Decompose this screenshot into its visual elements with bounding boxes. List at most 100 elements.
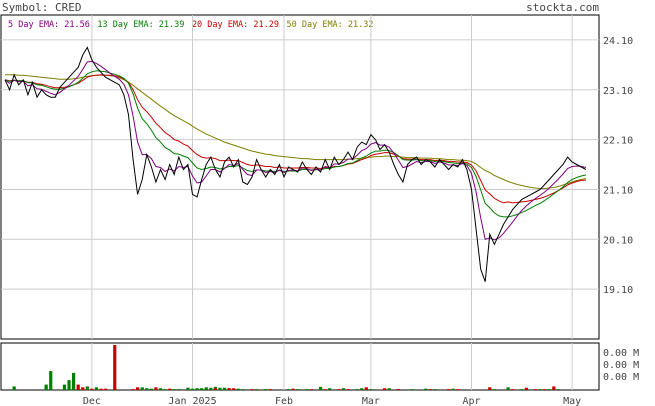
ytick-label: 22.10 — [603, 136, 633, 147]
volume-bars — [12, 345, 561, 390]
legend: 5 Day EMA: 21.56 13 Day EMA: 21.39 20 Day … — [8, 20, 374, 30]
volume-bar-up — [72, 372, 76, 390]
volume-bar-down — [323, 389, 327, 390]
volume-tick-label: 0.00 M — [603, 372, 639, 383]
volume-bar-down — [136, 387, 140, 390]
volume-bar-up — [209, 387, 213, 390]
volume-bar-up — [204, 387, 208, 390]
volume-bar-down — [511, 389, 515, 390]
volume-bar-up — [264, 389, 268, 390]
volume-bar-up — [186, 387, 190, 390]
volume-bar-up — [222, 387, 227, 390]
volume-bar-up — [328, 388, 332, 390]
volume-bar-down — [90, 388, 94, 390]
volume-bar-up — [85, 386, 89, 390]
series-line-price — [4, 46, 587, 282]
volume-axis: 0.00 M0.00 M0.00 M — [603, 348, 639, 383]
xtick-label: Dec — [83, 396, 101, 406]
volume-bar-up — [190, 388, 195, 390]
volume-bar-up — [506, 387, 510, 390]
volume-bar-up — [195, 388, 199, 390]
volume-bar-down — [232, 388, 236, 390]
volume-bar-down — [524, 387, 528, 390]
volume-panel-frame — [0, 342, 600, 391]
xtick-label: Mar — [362, 396, 380, 406]
legend-item: 50 Day EMA: 21.32 — [287, 20, 374, 30]
volume-bar-down — [533, 389, 538, 390]
volume-bar-down — [337, 389, 341, 390]
volume-tick-label: 0.00 M — [603, 360, 639, 371]
ytick-label: 21.10 — [603, 185, 633, 196]
volume-bar-up — [433, 389, 437, 390]
volume-bar-down — [456, 389, 460, 390]
price-axis: 24.10 23.10 22.10 21.10 20.10 19.10 — [603, 36, 633, 296]
volume-bar-up — [424, 388, 428, 390]
volume-bar-up — [140, 387, 144, 390]
volume-bar-up — [163, 389, 167, 390]
price-panel-frame — [0, 14, 600, 340]
ytick-label: 19.10 — [603, 285, 633, 296]
volume-bar-up — [254, 389, 259, 390]
volume-bar-up — [158, 388, 163, 390]
volume-bar-up — [318, 386, 323, 390]
volume-bar-down — [76, 384, 80, 390]
volume-bar-up — [200, 388, 204, 390]
volume-bar-up — [177, 389, 181, 390]
volume-bar-up — [492, 389, 496, 390]
volume-bar-up — [387, 388, 391, 390]
volume-bar-down — [428, 389, 432, 390]
volume-bar-down — [227, 388, 231, 390]
volume-bar-up — [341, 388, 346, 390]
volume-bar-up — [556, 389, 561, 390]
volume-bar-up — [62, 384, 67, 390]
volume-bar-down — [131, 389, 135, 390]
volume-bar-up — [49, 371, 53, 390]
volume-bar-down — [488, 387, 492, 390]
volume-bar-down — [291, 388, 295, 390]
volume-bar-down — [396, 389, 400, 390]
legend-item: 5 Day EMA: 21.56 — [8, 20, 90, 30]
date-axis: Dec Jan 2025 Feb Mar Apr May — [83, 396, 581, 406]
volume-bar-down — [447, 389, 451, 390]
volume-bar-up — [94, 387, 99, 390]
ytick-label: 24.10 — [603, 36, 633, 47]
volume-bar-down — [99, 388, 103, 390]
volume-bar-down — [309, 389, 314, 390]
volume-bar-up — [355, 389, 359, 390]
volume-bar-down — [346, 389, 350, 390]
volume-bar-up — [360, 388, 364, 390]
volume-bar-down — [113, 345, 117, 390]
price-series — [4, 46, 587, 282]
volume-bar-up — [44, 384, 48, 390]
volume-bar-up — [520, 389, 524, 390]
ytick-label: 20.10 — [603, 235, 633, 246]
volume-bar-up — [145, 388, 149, 390]
volume-bar-up — [67, 380, 71, 390]
xtick-label: Jan 2025 — [168, 396, 216, 406]
volume-bar-up — [369, 389, 373, 390]
volume-bar-down — [552, 386, 556, 390]
volume-bar-up — [12, 386, 16, 390]
volume-bar-up — [305, 389, 309, 390]
volume-bar-up — [236, 388, 240, 390]
legend-item: 20 Day EMA: 21.29 — [192, 20, 279, 30]
series-line-ema-3 — [4, 74, 586, 204]
volume-tick-label: 0.00 M — [603, 348, 639, 359]
volume-bar-up — [296, 389, 300, 390]
volume-bar-up — [451, 388, 455, 390]
site-name[interactable]: stockta.com — [526, 1, 599, 14]
volume-bar-up — [218, 387, 222, 390]
volume-bar-down — [364, 387, 368, 390]
volume-bar-down — [154, 387, 158, 390]
volume-bar-up — [286, 389, 291, 390]
xtick-label: Apr — [462, 396, 480, 406]
volume-bar-up — [547, 389, 551, 390]
xtick-label: Feb — [275, 396, 293, 406]
volume-bar-up — [410, 389, 414, 390]
volume-bar-up — [172, 389, 176, 390]
ytick-label: 23.10 — [603, 86, 633, 97]
volume-bar-down — [104, 388, 108, 390]
legend-item: 13 Day EMA: 21.39 — [97, 20, 184, 30]
volume-bar-down — [383, 388, 387, 390]
